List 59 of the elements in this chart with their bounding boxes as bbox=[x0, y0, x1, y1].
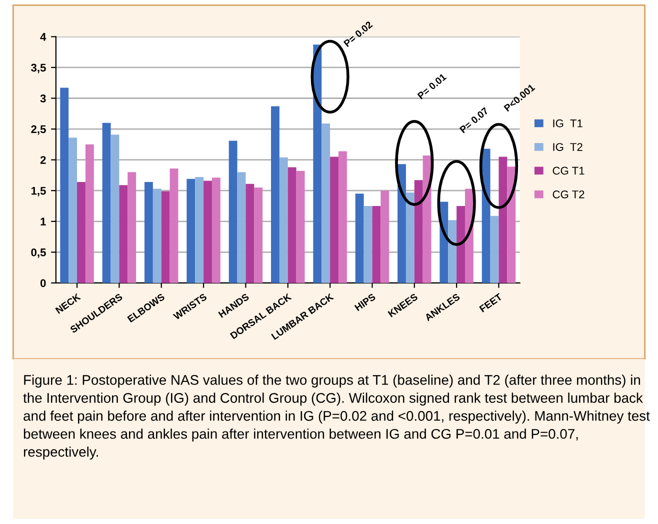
bar bbox=[228, 140, 238, 283]
bar bbox=[406, 192, 414, 283]
bar bbox=[372, 206, 381, 283]
bar bbox=[77, 182, 86, 283]
bar bbox=[507, 166, 516, 283]
bar bbox=[414, 180, 423, 283]
bar bbox=[490, 216, 499, 283]
bar bbox=[102, 122, 111, 283]
bar bbox=[271, 106, 280, 283]
annotation: P= 0.02 bbox=[343, 20, 373, 48]
bar bbox=[170, 168, 178, 283]
y-tick-label: 2 bbox=[40, 156, 46, 164]
y-tick-label: 2,5 bbox=[31, 125, 46, 135]
bar bbox=[161, 191, 170, 283]
bar bbox=[68, 138, 78, 283]
bar bbox=[204, 180, 212, 283]
bar bbox=[364, 206, 372, 283]
y-tick-label: 4 bbox=[40, 33, 46, 41]
bar bbox=[338, 151, 347, 283]
bar bbox=[288, 167, 296, 283]
caption: Figure 1: Postoperative NAS values of the two groups at T1 (baseline) and T2 (after three months) in the Intervention Group (IG) and Control Group (CG). Wilcoxon signed rank test between lumbar back and feet pain before and after intervention in IG (P=0.02 and <0.001, respectively). Mann-Whitney test between knees and ankles pain after intervention between IG and CG P=0.01 and P=0.07, respectively. bbox=[23, 374, 650, 460]
bar bbox=[85, 144, 94, 283]
y-tick-label: 3 bbox=[40, 94, 46, 102]
bar bbox=[330, 156, 338, 283]
legend-label: IG T2 bbox=[553, 143, 582, 151]
bar bbox=[128, 172, 136, 283]
legend-label: CG T2 bbox=[552, 190, 584, 198]
y-tick-label: 0,5 bbox=[31, 248, 46, 258]
bar bbox=[355, 194, 364, 283]
bar bbox=[313, 44, 322, 283]
bar bbox=[144, 182, 153, 283]
y-tick-label: 1,5 bbox=[31, 186, 46, 196]
bar bbox=[322, 123, 330, 283]
bar bbox=[195, 177, 204, 283]
y-tick-label: 1 bbox=[40, 218, 46, 226]
y-tick-label: 0 bbox=[40, 279, 46, 288]
bar bbox=[237, 172, 246, 283]
bar bbox=[212, 178, 220, 283]
bar bbox=[254, 188, 263, 283]
bar bbox=[119, 185, 128, 283]
bar bbox=[456, 206, 465, 283]
bar bbox=[246, 184, 254, 283]
bar bbox=[482, 148, 490, 283]
bar bbox=[279, 157, 288, 283]
bar bbox=[152, 188, 162, 283]
annotation: P= 0.07 bbox=[459, 107, 489, 134]
bar bbox=[60, 88, 69, 283]
legend-label: CG T1 bbox=[552, 166, 584, 175]
legend-label: IG T1 bbox=[553, 119, 582, 128]
y-tick-label: 3,5 bbox=[31, 64, 46, 74]
bar bbox=[422, 156, 432, 283]
bar bbox=[448, 220, 457, 283]
bar bbox=[398, 164, 406, 283]
bar bbox=[380, 190, 390, 283]
bar bbox=[110, 134, 120, 283]
bar bbox=[498, 156, 508, 283]
annotation: P= 0.01 bbox=[417, 73, 447, 100]
bar bbox=[186, 178, 196, 283]
bar bbox=[296, 170, 305, 283]
